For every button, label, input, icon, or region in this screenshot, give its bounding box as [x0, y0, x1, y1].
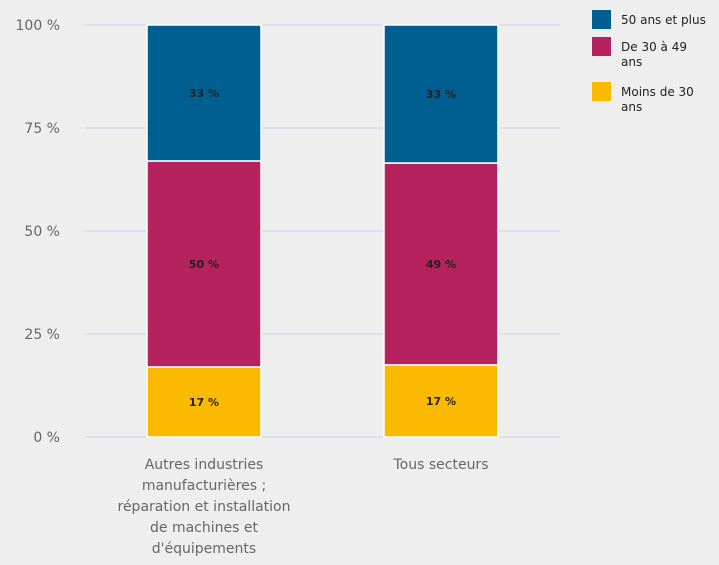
legend: 50 ans et plus De 30 à 49 ans Moins de 30 an…: [592, 10, 706, 114]
x-category-label: Autres industries manufacturières ; répara…: [118, 457, 291, 557]
legend-item-moins-de-30-ans: Moins de 30 ans: [592, 82, 694, 114]
x-axis: Autres industries manufacturières ; répara…: [118, 457, 489, 557]
legend-swatch: [592, 10, 611, 29]
legend-label: De 30 à 49 ans: [621, 40, 687, 69]
legend-item-50-ans-et-plus: 50 ans et plus: [592, 10, 706, 29]
legend-swatch: [592, 82, 611, 101]
legend-swatch: [592, 37, 611, 56]
legend-label: 50 ans et plus: [621, 13, 706, 27]
y-tick-label: 50 %: [24, 224, 60, 240]
y-tick-label: 75 %: [24, 121, 60, 137]
bar-value-label: 49 %: [426, 258, 456, 271]
x-category-label: Tous secteurs: [393, 457, 489, 473]
y-tick-label: 0 %: [33, 430, 60, 446]
bar-value-label: 33 %: [426, 88, 456, 101]
y-tick-label: 100 %: [16, 18, 60, 34]
y-axis: 0 % 25 % 50 % 75 % 100 %: [16, 18, 60, 446]
legend-label: Moins de 30 ans: [621, 85, 694, 114]
y-tick-label: 25 %: [24, 327, 60, 343]
bar-value-label: 17 %: [426, 395, 456, 408]
bar-value-label: 33 %: [189, 87, 219, 100]
legend-item-de-30-49-ans: De 30 à 49 ans: [592, 37, 687, 69]
bar-value-label: 50 %: [189, 258, 219, 271]
bar-value-label: 17 %: [189, 396, 219, 409]
